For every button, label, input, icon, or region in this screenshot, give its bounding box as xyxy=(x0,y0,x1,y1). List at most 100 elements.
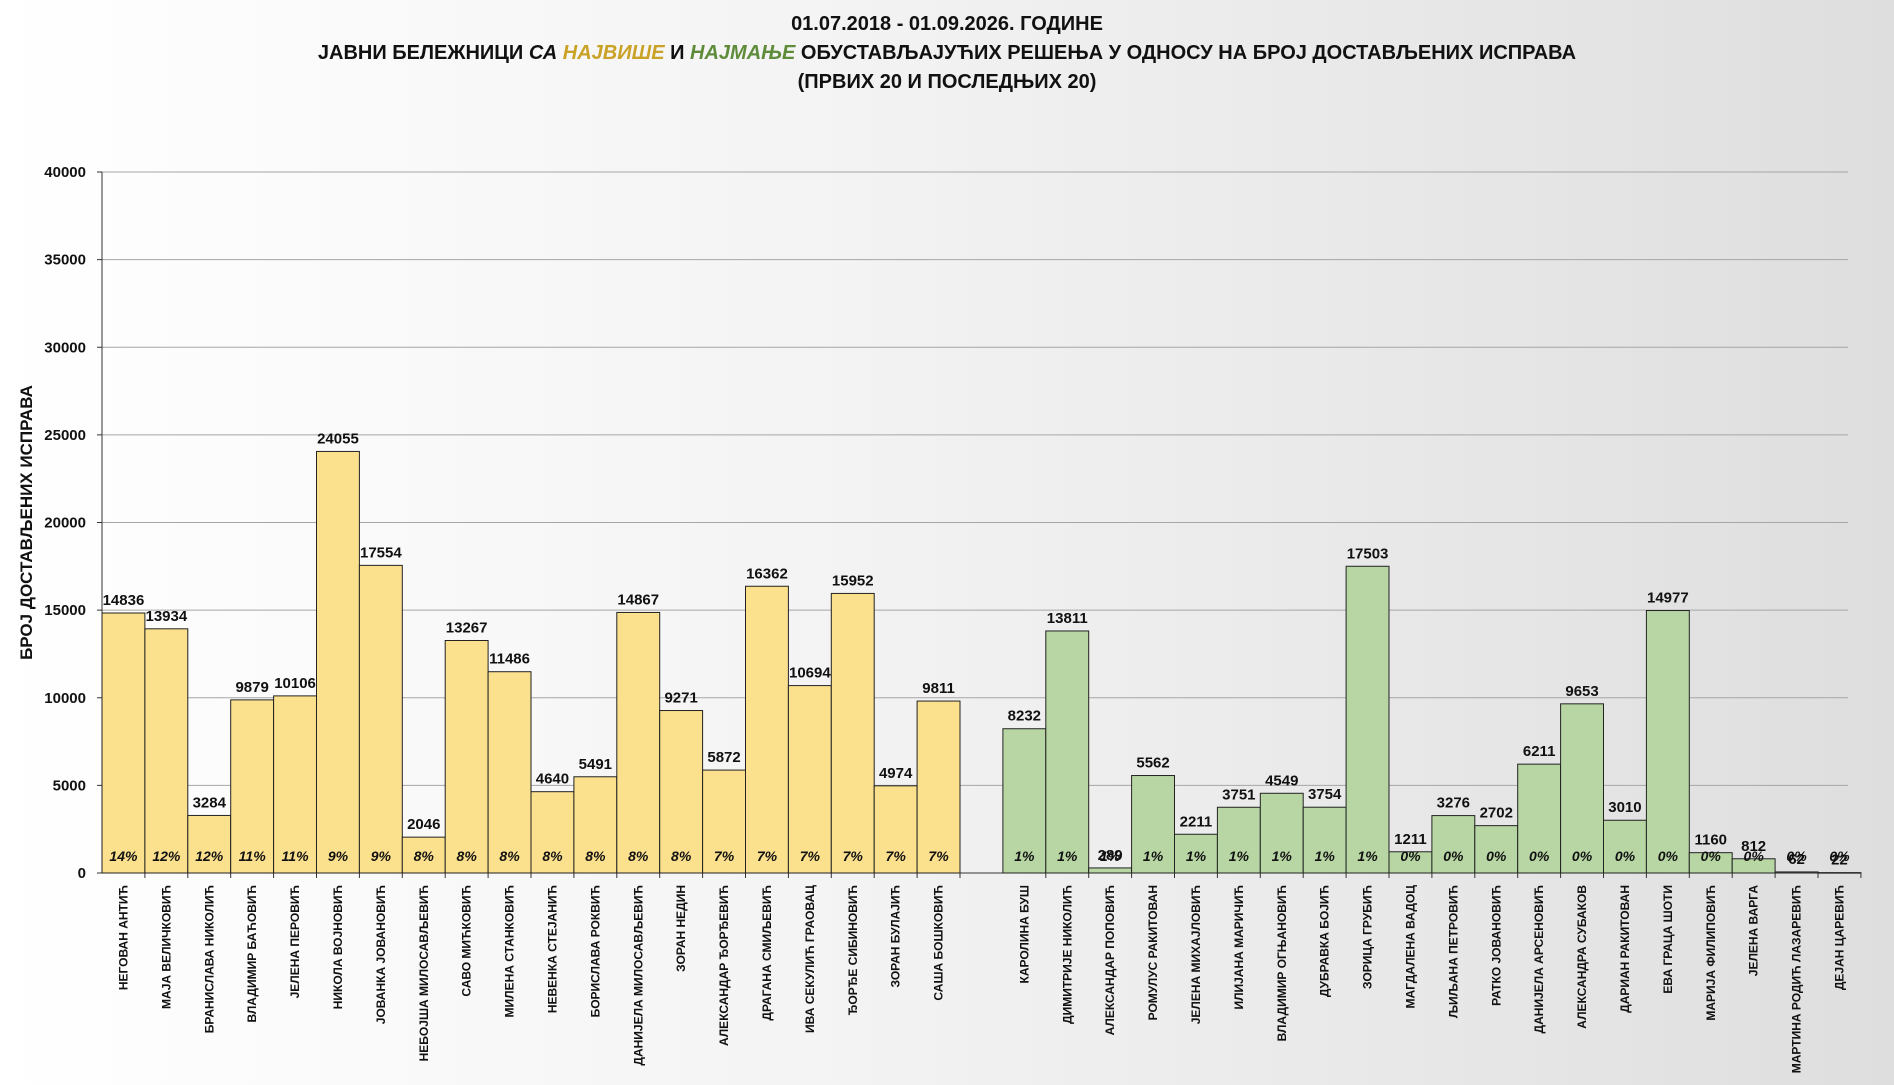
value-label: 2046 xyxy=(407,816,440,833)
category-label: САША БОШКОВИЋ xyxy=(932,885,946,1001)
bar xyxy=(1345,565,1390,874)
category-label: ДАНИЈЕЛА АРСЕНОВИЋ xyxy=(1532,885,1546,1033)
y-tick-label: 0 xyxy=(78,865,86,882)
title-main: ЈАВНИ БЕЛЕЖНИЦИ СА НАЈВИШЕ И НАЈМАЊЕ ОБУ… xyxy=(0,39,1894,68)
value-label: 3751 xyxy=(1222,786,1255,803)
percent-label: 1% xyxy=(1357,848,1378,864)
category-label: НЕГОВАН АНТИЋ xyxy=(116,885,130,990)
value-label: 2702 xyxy=(1480,805,1513,822)
bar xyxy=(1474,825,1519,874)
bar xyxy=(187,814,232,874)
bar xyxy=(916,700,961,874)
value-label: 17554 xyxy=(360,544,402,561)
value-label: 2211 xyxy=(1180,813,1213,830)
category-label: АЛЕКСАНДАР ПОПОВИЋ xyxy=(1103,885,1117,1035)
title-date-range: 01.07.2018 - 01.09.2026. ГОДИНЕ xyxy=(791,13,1103,35)
category-label: ВЛАДИМИР ОГЊАНОВИЋ xyxy=(1275,885,1289,1041)
y-axis-label: БРОЈ ДОСТАВЉЕНИХ ИСПРАВА xyxy=(17,385,36,660)
value-label: 24055 xyxy=(317,430,359,447)
bar xyxy=(101,612,146,874)
bar xyxy=(530,791,575,874)
category-label: ЕВА ГРАЦА ШОТИ xyxy=(1661,885,1675,994)
bar xyxy=(1645,610,1690,874)
percent-label: 0% xyxy=(1786,848,1807,864)
percent-label: 8% xyxy=(457,848,478,864)
category-label: ЗОРАН БУЛАЈИЋ xyxy=(889,885,903,988)
bar xyxy=(1774,871,1819,874)
value-label: 11486 xyxy=(489,651,530,668)
bar xyxy=(273,695,318,874)
percent-label: 0% xyxy=(1443,848,1464,864)
bar xyxy=(1088,867,1133,874)
bar xyxy=(444,639,489,874)
bar xyxy=(659,710,704,874)
category-label: ДУБРАВКА БОЈИЋ xyxy=(1318,885,1332,997)
value-label: 4640 xyxy=(536,771,569,788)
category-label: ДИМИТРИЈЕ НИКОЛИЋ xyxy=(1060,885,1074,1024)
value-label: 9271 xyxy=(664,690,697,707)
percent-label: 8% xyxy=(628,848,649,864)
bar xyxy=(702,769,746,874)
value-label: 4549 xyxy=(1265,772,1298,789)
y-tick-label: 30000 xyxy=(44,339,86,356)
percent-label: 7% xyxy=(800,848,821,864)
bar xyxy=(873,785,918,874)
category-label: ЗОРИЦА ГРУБИЋ xyxy=(1361,885,1375,989)
percent-label: 9% xyxy=(371,848,392,864)
bar xyxy=(616,611,661,874)
percent-label: 12% xyxy=(195,848,224,864)
percent-label: 8% xyxy=(585,848,606,864)
percent-label: 1% xyxy=(1014,848,1035,864)
percent-label: 1% xyxy=(1100,848,1121,864)
title-main-and: И xyxy=(664,42,691,64)
percent-label: 9% xyxy=(328,848,349,864)
y-tick-label: 10000 xyxy=(44,690,86,707)
value-label: 14977 xyxy=(1647,590,1689,607)
value-label: 14867 xyxy=(617,591,659,608)
value-label: 3276 xyxy=(1437,795,1470,812)
bar xyxy=(830,592,875,874)
percent-label: 8% xyxy=(671,848,692,864)
category-label: МИЛЕНА СТАНКОВИЋ xyxy=(503,885,517,1017)
chart-title-block: 01.07.2018 - 01.09.2026. ГОДИНЕ ЈАВНИ БЕ… xyxy=(0,10,1894,97)
percent-label: 7% xyxy=(886,848,907,864)
value-label: 22 xyxy=(1831,852,1848,869)
percent-label: 1% xyxy=(1186,848,1207,864)
percent-label: 0% xyxy=(1701,848,1722,864)
category-label: ДАНИЈЕЛА МИЛОСАВЉЕВИЋ xyxy=(631,885,645,1066)
category-label: МАГДАЛЕНА ВАДОЦ xyxy=(1403,885,1417,1009)
value-label: 15952 xyxy=(832,572,874,589)
bar xyxy=(1131,775,1175,874)
percent-label: 1% xyxy=(1315,848,1336,864)
value-label: 13811 xyxy=(1047,610,1088,627)
category-label: МАРТИНА РОДИЋ ЛАЗАРЕВИЋ xyxy=(1790,885,1804,1073)
category-label: ЈЕЛЕНА МИХАЈЛОВИЋ xyxy=(1189,885,1203,1024)
percent-label: 0% xyxy=(1400,848,1421,864)
bar xyxy=(1603,819,1647,874)
percent-label: 8% xyxy=(499,848,520,864)
percent-label: 7% xyxy=(843,848,864,864)
bar xyxy=(1002,728,1047,874)
title-main-sa: СА xyxy=(528,42,563,64)
value-label: 62 xyxy=(1788,851,1805,868)
category-label: ВЛАДИМИР БАЋОВИЋ xyxy=(245,885,259,1023)
category-label: ДРАГАНА СМИЉЕВИЋ xyxy=(760,885,774,1021)
bar xyxy=(1216,806,1261,874)
bar xyxy=(1045,630,1090,874)
y-tick-label: 35000 xyxy=(44,252,86,269)
percent-label: 1% xyxy=(1229,848,1250,864)
bar xyxy=(1731,858,1776,874)
bar xyxy=(144,628,189,874)
value-label: 812 xyxy=(1741,838,1766,855)
value-label: 3284 xyxy=(193,794,227,811)
category-label: АЛЕКСАНДАР ЂОРЂЕВИЋ xyxy=(717,885,731,1046)
category-label: ЈЕЛЕНА ПЕРОВИЋ xyxy=(288,885,302,998)
category-label: МАРИЈА ФИЛИПОВИЋ xyxy=(1704,885,1718,1021)
category-label: КАРОЛИНА БУШ xyxy=(1017,885,1031,983)
category-label: ДЕЈАН ЦАРЕВИЋ xyxy=(1832,885,1846,990)
category-label: ЈОВАНКА ЈОВАНОВИЋ xyxy=(374,885,388,1024)
value-label: 14836 xyxy=(103,592,145,609)
title-main-rest: ОБУСТАВЉАЈУЋИХ РЕШЕЊА У ОДНОСУ НА БРОЈ Д… xyxy=(795,42,1577,64)
category-label: МАЈА ВЕЛИЧКОВИЋ xyxy=(159,885,173,1009)
category-label: РОМУЛУС РАКИТОВАН xyxy=(1146,885,1160,1020)
